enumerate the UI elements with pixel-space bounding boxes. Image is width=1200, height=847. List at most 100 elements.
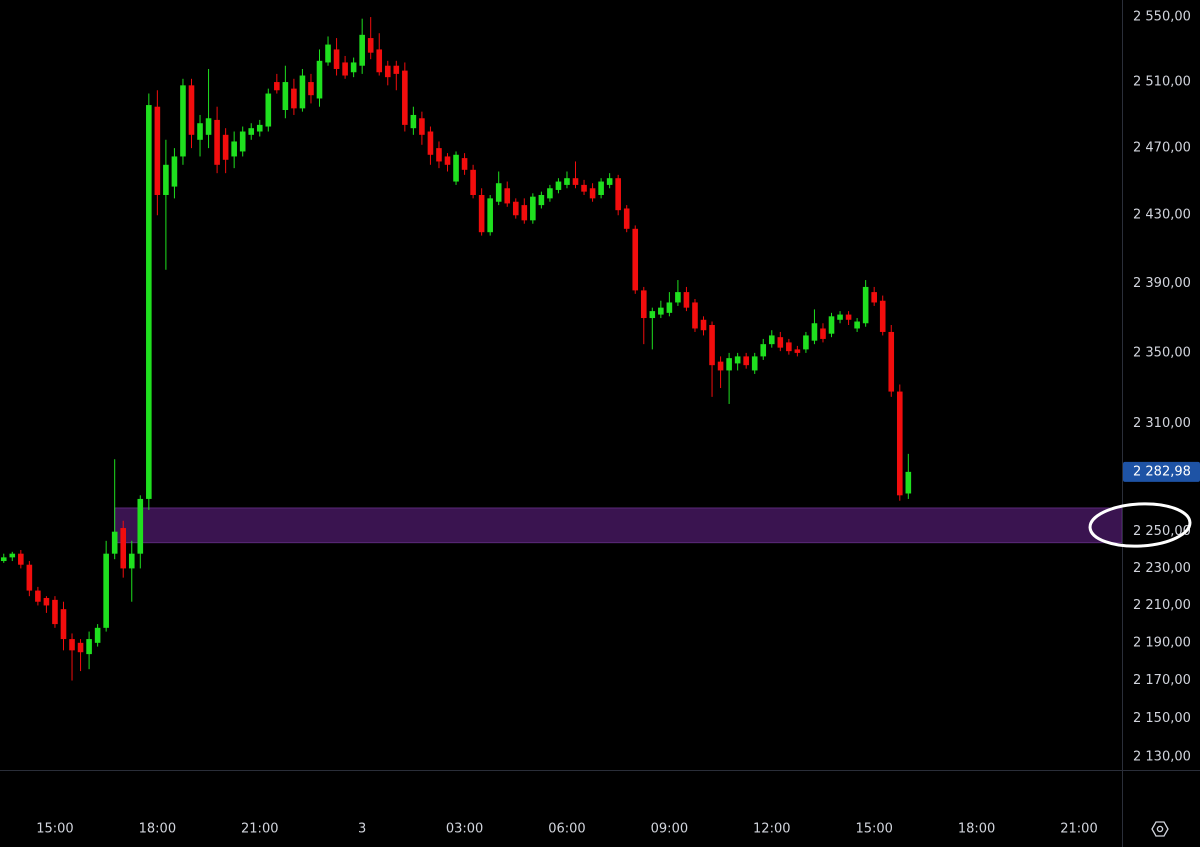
x-tick-label: 21:00 xyxy=(1060,822,1097,837)
candle-body xyxy=(760,344,767,357)
x-tick-label: 21:00 xyxy=(241,822,278,837)
y-tick-label: 2 510,00 xyxy=(1133,75,1191,90)
x-tick-label: 3 xyxy=(358,822,366,837)
candle-body xyxy=(60,609,67,640)
y-tick-label: 2 170,00 xyxy=(1133,673,1191,688)
candle-body xyxy=(26,564,33,591)
candle-body xyxy=(837,314,843,320)
candle-body xyxy=(768,335,775,345)
candle-body xyxy=(547,188,553,199)
y-tick-label: 2 210,00 xyxy=(1133,598,1191,613)
candle-body xyxy=(410,114,417,129)
candle-body xyxy=(649,311,656,319)
candle-body xyxy=(589,188,596,199)
candle-body xyxy=(214,119,220,165)
candle-body xyxy=(52,599,58,625)
y-tick-label: 2 130,00 xyxy=(1133,750,1191,765)
candle-body xyxy=(803,335,809,350)
candle-body xyxy=(495,183,502,202)
candle-body xyxy=(77,642,84,653)
candle-body xyxy=(538,194,545,206)
candle-body xyxy=(888,331,895,392)
candle-body xyxy=(726,358,732,371)
candle-body xyxy=(461,158,468,170)
candle-body xyxy=(530,196,536,221)
y-tick-label: 2 190,00 xyxy=(1133,635,1191,650)
plot-area xyxy=(0,17,1123,681)
candle-body xyxy=(828,316,835,334)
candle-body xyxy=(163,164,169,195)
candle-body xyxy=(427,131,434,155)
candle-body xyxy=(333,49,340,69)
candle-body xyxy=(666,302,673,313)
y-tick-label: 2 230,00 xyxy=(1133,561,1191,576)
y-tick-label: 2 310,00 xyxy=(1133,416,1191,431)
axes: 2 550,00 2 510,00 2 470,00 2 430,00 2 390,00… xyxy=(36,10,1200,837)
candle-body xyxy=(231,141,237,157)
candle-body xyxy=(376,49,383,73)
candle-body xyxy=(572,178,579,185)
x-tick-label: 12:00 xyxy=(753,822,790,837)
candle-body xyxy=(171,156,178,187)
candle-body xyxy=(436,148,442,162)
candle-body xyxy=(393,65,400,74)
y-tick-label: 2 250,00 xyxy=(1133,524,1191,539)
candle-body xyxy=(86,639,92,655)
candle-body xyxy=(316,60,323,99)
zone xyxy=(114,507,1123,544)
candle-body xyxy=(154,106,161,195)
candle-body xyxy=(35,590,41,602)
y-tick-label: 2 150,00 xyxy=(1133,711,1191,726)
candle-body xyxy=(692,302,698,329)
candle-body xyxy=(512,201,519,216)
settings-button[interactable] xyxy=(1151,821,1169,837)
y-tick-label: 2 550,00 xyxy=(1133,10,1191,25)
candle-body xyxy=(94,627,101,643)
x-tick-label: 15:00 xyxy=(855,822,892,837)
candle-body xyxy=(69,639,75,651)
candle-body xyxy=(606,178,613,185)
candle-body xyxy=(896,391,903,496)
candle-body xyxy=(632,228,639,291)
candle-body xyxy=(623,208,630,229)
settings-icon-center[interactable] xyxy=(1156,825,1164,833)
candle-body xyxy=(256,124,263,132)
candle-body xyxy=(205,118,212,135)
candle-body xyxy=(487,198,493,233)
candle-body xyxy=(18,553,24,565)
candle-body xyxy=(146,105,152,499)
candle-body xyxy=(359,34,365,66)
candle-body xyxy=(564,178,570,185)
candle-body xyxy=(43,598,50,606)
candle-body xyxy=(265,93,272,127)
candle-body xyxy=(811,323,818,341)
candle-body xyxy=(282,82,289,111)
candle-body xyxy=(299,75,306,109)
settings-icon[interactable] xyxy=(1151,821,1169,837)
x-tick-label: 06:00 xyxy=(548,822,585,837)
candle-body xyxy=(820,328,826,339)
candle-body xyxy=(598,181,604,195)
candle-body xyxy=(308,82,314,96)
candle-body xyxy=(615,178,621,211)
candle-body xyxy=(709,324,715,366)
candle-body xyxy=(794,349,801,353)
x-tick-label: 18:00 xyxy=(958,822,995,837)
x-tick-label: 09:00 xyxy=(651,822,688,837)
candle-body xyxy=(0,557,7,562)
candle-body xyxy=(197,123,203,140)
candle-body xyxy=(239,131,246,152)
candle-body xyxy=(222,134,229,160)
candle-body xyxy=(419,118,425,135)
candle-body xyxy=(137,498,144,554)
candle-body xyxy=(9,553,16,558)
hand-drawn-circle xyxy=(1088,502,1192,548)
candle-body xyxy=(658,307,664,315)
candle-body xyxy=(248,128,255,135)
candle-body xyxy=(734,356,741,364)
candle-body xyxy=(675,292,681,303)
candle-body xyxy=(879,300,886,332)
candle-body xyxy=(402,70,408,125)
